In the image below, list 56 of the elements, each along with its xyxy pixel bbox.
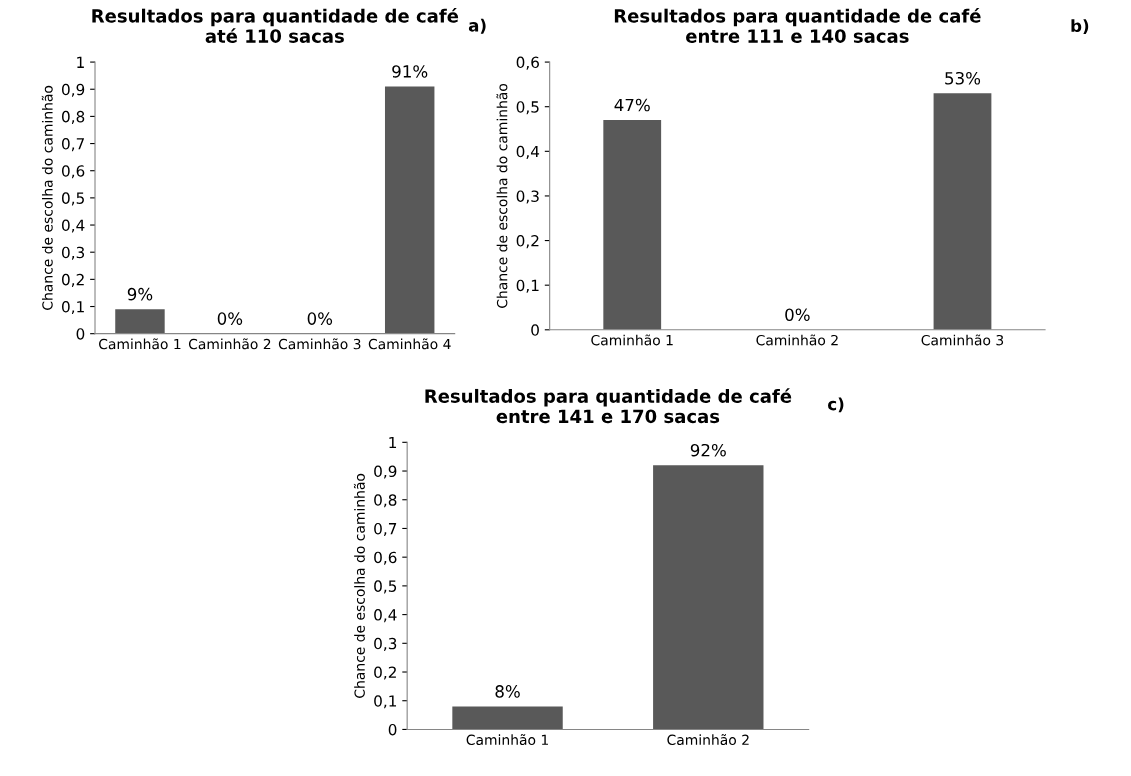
y-tick-label: 0,1 [374,695,397,709]
x-tick-label: Caminhão 3 [278,338,361,350]
y-tick-label: 0 [388,723,397,736]
y-tick-label: 0,5 [374,580,397,594]
data-label: 8% [495,685,520,698]
x-tick-label: Caminhão 1 [99,338,181,350]
y-tick-label: 0,3 [516,190,539,204]
y-tick-label: 0,2 [516,235,539,249]
data-label: 0% [307,312,333,325]
y-tick-label: 0,6 [516,56,539,70]
y-tick-label: 0,8 [61,110,85,124]
x-tick-label: Caminhão 4 [368,338,451,350]
y-tick-label: 0,3 [374,637,397,651]
y-tick-label: 0,2 [374,666,396,680]
data-label: 92% [690,443,726,457]
x-tick-label: Caminhão 2 [188,338,271,350]
y-tick-label: 0 [76,328,85,340]
text: c) [828,397,844,413]
chart-title: Resultados para quantidade de café até 110 sacas [92,7,459,43]
y-axis-title: Chance de escolha do caminhão [41,85,53,310]
y-tick-label: 0,9 [374,465,397,479]
text: a) [468,18,486,34]
text: b) [1071,19,1089,35]
chart-title: Resultados para quantidade de café entre 111 e 140 sacas [614,7,981,43]
y-tick-label: 0,9 [61,83,85,97]
y-tick-label: 0 [531,324,539,336]
y-tick-label: 0,1 [516,279,539,293]
y-tick-label: 0,5 [61,192,84,206]
y-tick-label: 0,4 [61,219,85,233]
y-tick-label: 0,6 [61,165,85,179]
data-label: 9% [127,287,153,301]
y-tick-label: 0,2 [61,273,84,287]
data-label: 53% [945,71,981,85]
chart-title: Resultados para quantidade de café entre 141 e 170 sacas [425,388,792,424]
x-tick-label: Caminhão 3 [921,334,1004,346]
y-tick-label: 0,3 [61,246,85,260]
data-label: 91% [392,65,428,78]
y-tick-label: 0,1 [61,300,84,315]
y-axis-title: Chance de escolha do caminhão [353,473,365,698]
data-label: 47% [614,98,650,112]
y-tick-label: 0,7 [374,522,397,537]
y-tick-label: 0,8 [374,494,397,508]
y-tick-label: 1 [389,436,397,449]
y-axis-title: Chance de escolha do caminhão [496,83,508,308]
x-tick-label: Caminhão 2 [756,334,838,346]
x-tick-label: Caminhão 1 [591,334,673,346]
y-tick-label: 0,4 [516,145,540,159]
y-tick-label: 0,4 [374,609,397,623]
y-tick-label: 0,5 [516,101,539,115]
y-tick-label: 1 [77,56,84,68]
x-tick-label: Caminhão 2 [667,734,749,746]
data-label: 0% [785,308,810,322]
x-tick-label: Caminhão 1 [466,734,548,746]
data-label: 0% [217,312,243,325]
y-tick-label: 0,6 [374,551,397,565]
y-tick-label: 0,7 [61,138,84,152]
